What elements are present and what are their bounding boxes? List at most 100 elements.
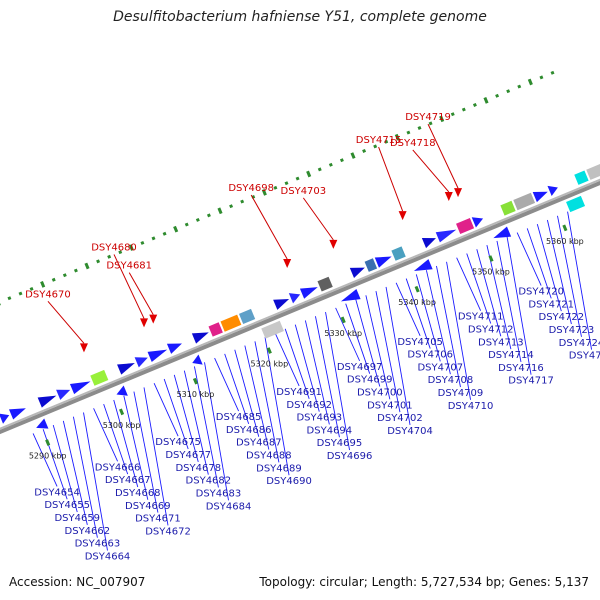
outer-track-tick — [450, 112, 455, 117]
rna-callout-line — [302, 197, 334, 241]
gene-label: DSY4702 — [377, 413, 423, 424]
scale-label: 5340 kbp — [398, 298, 436, 307]
backbone-line — [0, 178, 600, 430]
outer-track-tick — [128, 244, 134, 251]
gene-arrow — [421, 237, 436, 249]
outer-track-tick — [162, 231, 167, 236]
outer-track-tick — [284, 181, 289, 186]
outer-track-tick — [373, 144, 378, 149]
gene-label: DSY4694 — [307, 425, 353, 436]
outer-track-tick — [506, 89, 511, 94]
gene-label: DSY4704 — [387, 426, 433, 437]
gene-callout-line — [446, 261, 471, 400]
scale-tick — [192, 377, 198, 385]
rna-marker — [79, 343, 88, 353]
outer-track-tick — [18, 291, 23, 296]
gene-callout-line — [536, 224, 562, 312]
outer-track-tick — [107, 254, 112, 259]
gene-callout-line — [304, 320, 330, 425]
scale-tick — [340, 316, 346, 324]
rna-marker — [329, 239, 338, 249]
rna-marker — [454, 188, 463, 198]
gene-label: DSY4664 — [85, 552, 131, 563]
gene-label: DSY4709 — [438, 388, 484, 399]
gene-callout-line — [32, 433, 58, 487]
gene-arrow — [147, 349, 168, 362]
scale-label: 5320 kbp — [250, 360, 288, 369]
gene-label: DSY4667 — [105, 475, 151, 486]
backbone-line — [0, 180, 600, 435]
gene-label: DSY4690 — [266, 476, 312, 487]
scale-tick — [45, 439, 51, 446]
rna-callout-line — [113, 254, 145, 319]
scale-tick — [414, 285, 420, 293]
outer-track-tick — [195, 218, 200, 222]
gene-label: DSY4685 — [216, 412, 262, 423]
gene-callout-line — [274, 332, 300, 387]
gene-label: DSY4677 — [165, 450, 211, 461]
gene-callout-line — [385, 286, 411, 426]
gene-callout-line — [173, 374, 199, 462]
outer-track-tick — [350, 152, 356, 159]
gene-callout-line — [234, 349, 260, 437]
gene-label: DSY4700 — [357, 388, 403, 399]
feature-labels: DSY4670 DSY4680 DSY4681 DSY4698 DSY4703 DSY47… — [25, 112, 600, 562]
gene-callout-line — [113, 399, 139, 488]
gene-label: DSY4689 — [256, 463, 302, 474]
outer-track-tick — [261, 189, 267, 196]
gene-label: DSY4662 — [65, 526, 111, 537]
gene-label: DSY4697 — [337, 362, 383, 373]
gene-arrow — [566, 195, 586, 213]
outer-track-tick — [217, 207, 223, 215]
gene-label: DSY4659 — [54, 513, 100, 524]
gene-callout-line — [214, 357, 240, 412]
gene-arrow — [0, 413, 10, 424]
gene-callout-line — [204, 362, 229, 501]
gene-label: DSY4722 — [539, 312, 585, 323]
gene-callout-line — [52, 424, 78, 513]
gene-label: DSY4691 — [276, 387, 322, 398]
gene-callout-line — [516, 232, 542, 286]
gene-callout-line — [466, 253, 492, 324]
scale-label: 5330 kbp — [324, 329, 362, 338]
gene-callout-line — [72, 416, 98, 538]
gene-callout-line — [506, 236, 532, 375]
rna-callout-line — [427, 123, 459, 189]
rna-marker — [283, 259, 292, 269]
gene-label: DSY4692 — [286, 400, 332, 411]
rna-marker — [398, 211, 407, 221]
gene-callout-line — [335, 307, 361, 362]
outer-track-tick — [51, 277, 56, 282]
outer-track-tick — [40, 281, 46, 288]
gene-arrow — [208, 322, 223, 337]
gene-label: DSY4705 — [397, 337, 443, 348]
gene-arrow — [513, 192, 536, 211]
rna-label: DSY4703 — [281, 186, 327, 197]
outer-track-tick — [384, 139, 389, 144]
outer-track-tick — [428, 121, 433, 126]
gene-arrow — [90, 369, 109, 386]
gene-arrow — [288, 293, 301, 304]
gene-callout-line — [526, 228, 552, 299]
rna-marker — [444, 191, 453, 201]
gene-label: DSY4663 — [75, 539, 121, 550]
rna-marker — [140, 318, 149, 328]
gene-arrow — [238, 308, 256, 325]
gene-callout-line — [143, 387, 169, 526]
outer-track-tick — [62, 273, 67, 278]
gene-callout-line — [456, 257, 482, 311]
gene-label: DSY4725 — [569, 351, 600, 362]
outer-track-tick — [0, 299, 1, 307]
gene-arrow — [36, 418, 49, 429]
outer-track-tick — [96, 259, 101, 264]
gene-callout-line — [244, 345, 270, 450]
gene-label: DSY4720 — [518, 287, 564, 298]
gene-callout-line — [345, 303, 371, 374]
gene-arrow — [574, 170, 589, 185]
gene-label: DSY4696 — [327, 451, 373, 462]
gene-label: DSY4687 — [236, 438, 282, 449]
gene-callout-line — [546, 219, 572, 325]
gene-callout-line — [405, 278, 431, 349]
gene-arrow — [191, 332, 209, 344]
gene-callout-line — [133, 391, 159, 513]
